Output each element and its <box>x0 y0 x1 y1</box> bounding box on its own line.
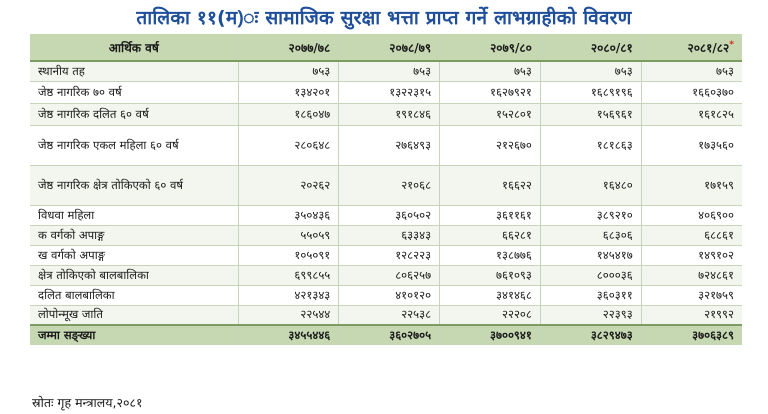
header-year: २०७८/७९ <box>338 34 441 62</box>
table-cell: ७५३ <box>540 61 642 82</box>
total-cell: ३७००९४१ <box>439 324 541 345</box>
table-cell: १५६९६१ <box>540 103 642 126</box>
table-cell: १३८७७६ <box>439 245 541 266</box>
row-label: जेष्ठ नागरिक क्षेत्र तोकिएको ६० वर्ष <box>30 165 239 206</box>
table-cell: १०५०९१ <box>238 245 340 266</box>
table-cell: २२३९३ <box>540 305 642 326</box>
table-row: स्थानीय तह ७५३ ७५३ ७५३ ७५३ ७५३ <box>30 61 742 82</box>
table-cell: २१९९२ <box>641 305 742 326</box>
table-cell: १३४२०१ <box>238 81 340 104</box>
table-cell: १६८९१९६ <box>540 81 642 104</box>
table-cell: २२२०८ <box>439 305 541 326</box>
header-year-label: २०८१/८२ <box>687 40 730 55</box>
table-cell: १३२२३१५ <box>338 81 441 104</box>
table-cell: ३६०३११ <box>540 285 642 306</box>
table-cell: ६३३४३ <box>338 225 441 246</box>
table-cell: १९१८४६ <box>338 103 441 126</box>
table-cell: ७६१०९३ <box>439 265 541 286</box>
row-label: क्षेत्र तोकिएको बालबालिका <box>30 265 239 286</box>
table-cell: ३५०४३६ <box>238 205 340 226</box>
table-cell: १८१८६३ <box>540 125 642 166</box>
table-row: दलित बालबालिका ४२१३४३ ४१०१२० ३४१४६८ ३६०३११ ३२… <box>30 285 742 306</box>
row-label: दलित बालबालिका <box>30 285 239 306</box>
table-cell: ७५३ <box>439 61 541 82</box>
table-row: जेष्ठ नागरिक ७० वर्ष १३४२०१ १३२२३१५ १६२७९२१… <box>30 81 742 104</box>
table-row: क वर्गको अपाङ्ग ५५०५९ ६३३४३ ६६२८१ ६८३०६ ६८८६१ <box>30 225 742 246</box>
header-year: २०८०/८१ <box>540 34 642 62</box>
table-cell: ७५३ <box>641 61 742 82</box>
header-year-latest: २०८१/८२* <box>641 34 742 62</box>
table-cell: २२५३८ <box>338 305 441 326</box>
total-cell: ३४५५४४६ <box>238 324 340 345</box>
table-cell: १६१८२५ <box>641 103 742 126</box>
table-row: क्षेत्र तोकिएको बालबालिका ६९९८५५ ८०६२५७ ७६१… <box>30 265 742 286</box>
table-cell: ६८३०६ <box>540 225 642 246</box>
table-cell: ८०६२५७ <box>338 265 441 286</box>
table-cell: ३६०५०२ <box>338 205 441 226</box>
table-cell: १७३५६० <box>641 125 742 166</box>
table-cell: १२८२२३ <box>338 245 441 266</box>
provisional-mark: * <box>729 39 734 50</box>
table-cell: २१०६८ <box>338 165 441 206</box>
table-cell: ८०००३६ <box>540 265 642 286</box>
table-row: विधवा महिला ३५०४३६ ३६०५०२ ३६११६१ ३८९२१० ४०६९०… <box>30 205 742 226</box>
table-cell: २२५४४ <box>238 305 340 326</box>
table-cell: ७५३ <box>338 61 441 82</box>
table-row: ख वर्गको अपाङ्ग १०५०९१ १२८२२३ १३८७७६ १४५४१७ १… <box>30 245 742 266</box>
table-cell: ६६२८१ <box>439 225 541 246</box>
table-cell: ३८९२१० <box>540 205 642 226</box>
beneficiary-table: आर्थिक वर्ष २०७७/७८ २०७८/७९ २०७९/८० २०८०… <box>30 34 742 345</box>
row-label: लोपोन्मूख जाति <box>30 305 239 326</box>
table-cell: २७६४९३ <box>338 125 441 166</box>
table-cell: १६२७९२१ <box>439 81 541 104</box>
total-label: जम्मा सङ्ख्या <box>30 324 239 345</box>
table-title: तालिका ११(म)ः सामाजिक सुरक्षा भत्ता प्रा… <box>136 7 632 29</box>
table-cell: ६८८६१ <box>641 225 742 246</box>
table-cell: १७१५९ <box>641 165 742 206</box>
row-label: जेष्ठ नागरिक एकल महिला ६० वर्ष <box>30 125 239 166</box>
total-cell: ३८२९४७३ <box>540 324 642 345</box>
total-cell: ३७०६३८९ <box>641 324 742 345</box>
total-row: जम्मा सङ्ख्या ३४५५४४६ ३६०२७०५ ३७००९४१ ३८… <box>30 324 742 345</box>
row-label: स्थानीय तह <box>30 61 239 82</box>
row-label: जेष्ठ नागरिक ७० वर्ष <box>30 81 239 104</box>
table-row: जेष्ठ नागरिक एकल महिला ६० वर्ष २८०६४८ २७६४… <box>30 125 742 166</box>
header-fiscal-year: आर्थिक वर्ष <box>30 34 239 62</box>
table-cell: ३४१४६८ <box>439 285 541 306</box>
table-row: जेष्ठ नागरिक क्षेत्र तोकिएको ६० वर्ष २०२६… <box>30 165 742 206</box>
table-cell: १६६२२ <box>439 165 541 206</box>
table-cell: ४१०१२० <box>338 285 441 306</box>
table-cell: ५५०५९ <box>238 225 340 246</box>
table-cell: २१२६७० <box>439 125 541 166</box>
row-label: विधवा महिला <box>30 205 239 226</box>
header-year: २०७९/८० <box>439 34 541 62</box>
row-label: क वर्गको अपाङ्ग <box>30 225 239 246</box>
table-cell: ६९९८५५ <box>238 265 340 286</box>
row-label: ख वर्गको अपाङ्ग <box>30 245 239 266</box>
row-label: जेष्ठ नागरिक दलित ६० वर्ष <box>30 103 239 126</box>
table-cell: १६६०३७० <box>641 81 742 104</box>
table-cell: ७५३ <box>238 61 340 82</box>
header-row: आर्थिक वर्ष २०७७/७८ २०७८/७९ २०७९/८० २०८०… <box>30 34 742 62</box>
table-cell: २८०६४८ <box>238 125 340 166</box>
table-cell: १४९१०२ <box>641 245 742 266</box>
table-cell: १६४८० <box>540 165 642 206</box>
table-cell: १५२८०१ <box>439 103 541 126</box>
table-cell: ३६११६१ <box>439 205 541 226</box>
table-cell: ७२४८६१ <box>641 265 742 286</box>
table-cell: ४०६९०० <box>641 205 742 226</box>
table-cell: ३२१७५९ <box>641 285 742 306</box>
table-cell: २०२६२ <box>238 165 340 206</box>
table-cell: ४२१३४३ <box>238 285 340 306</box>
table-cell: १८६०४७ <box>238 103 340 126</box>
total-cell: ३६०२७०५ <box>338 324 441 345</box>
table-row: जेष्ठ नागरिक दलित ६० वर्ष १८६०४७ १९१८४६ १५२… <box>30 103 742 126</box>
table-cell: १४५४१७ <box>540 245 642 266</box>
source-note: स्रोतः गृह मन्त्रालय,२०८१ <box>32 395 143 410</box>
table-row: लोपोन्मूख जाति २२५४४ २२५३८ २२२०८ २२३९३ २१९९२ <box>30 305 742 326</box>
header-year: २०७७/७८ <box>238 34 340 62</box>
